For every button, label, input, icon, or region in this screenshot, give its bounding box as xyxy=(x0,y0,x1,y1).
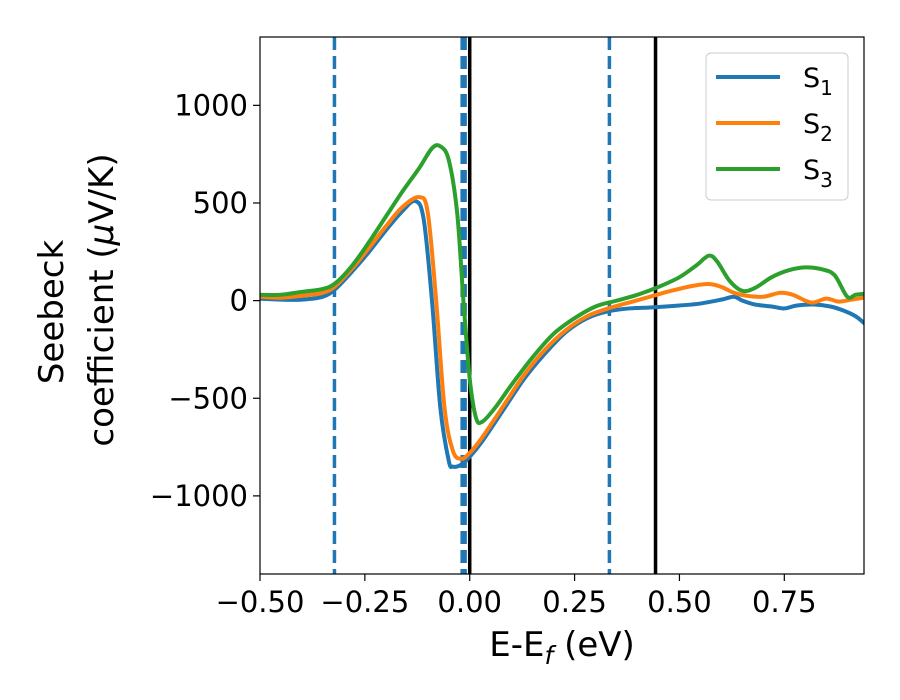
x-tick-label: 0.50 xyxy=(647,585,712,619)
axis-ticks: −0.50 −0.25 0.00 0.25 0.50 0.75 −1000 −500 0 500 1… xyxy=(150,88,817,619)
legend-label-s1: S1 xyxy=(803,63,833,100)
x-axis-title: E-Ef (eV) xyxy=(489,625,635,670)
x-tick-label: 0.75 xyxy=(752,585,817,619)
legend-box xyxy=(705,52,849,201)
legend-label-s3: S3 xyxy=(803,155,833,192)
y-tick-label: 500 xyxy=(193,186,248,220)
legend: S1 S2 S3 xyxy=(705,52,849,201)
y-tick-label: 1000 xyxy=(174,88,248,122)
plot-area xyxy=(259,36,865,575)
series-line-s1 xyxy=(260,198,864,470)
series-lines xyxy=(260,143,864,470)
x-tick-label: 0.00 xyxy=(437,585,502,619)
y-axis-title-line2: coefficient (μV/K) xyxy=(82,153,122,446)
y-tick-label: −500 xyxy=(168,381,248,415)
series-line-s3 xyxy=(260,143,864,426)
legend-label-s2: S2 xyxy=(803,109,833,146)
series-line-s2 xyxy=(260,195,864,461)
vertical-lines xyxy=(332,37,658,574)
y-tick-label: 0 xyxy=(230,284,248,318)
x-tick-label: 0.25 xyxy=(542,585,607,619)
y-axis-title-line1: Seebeck xyxy=(32,240,72,385)
x-tick-label: −0.50 xyxy=(216,585,305,619)
y-tick-label: −1000 xyxy=(150,479,248,513)
x-tick-label: −0.25 xyxy=(320,585,409,619)
